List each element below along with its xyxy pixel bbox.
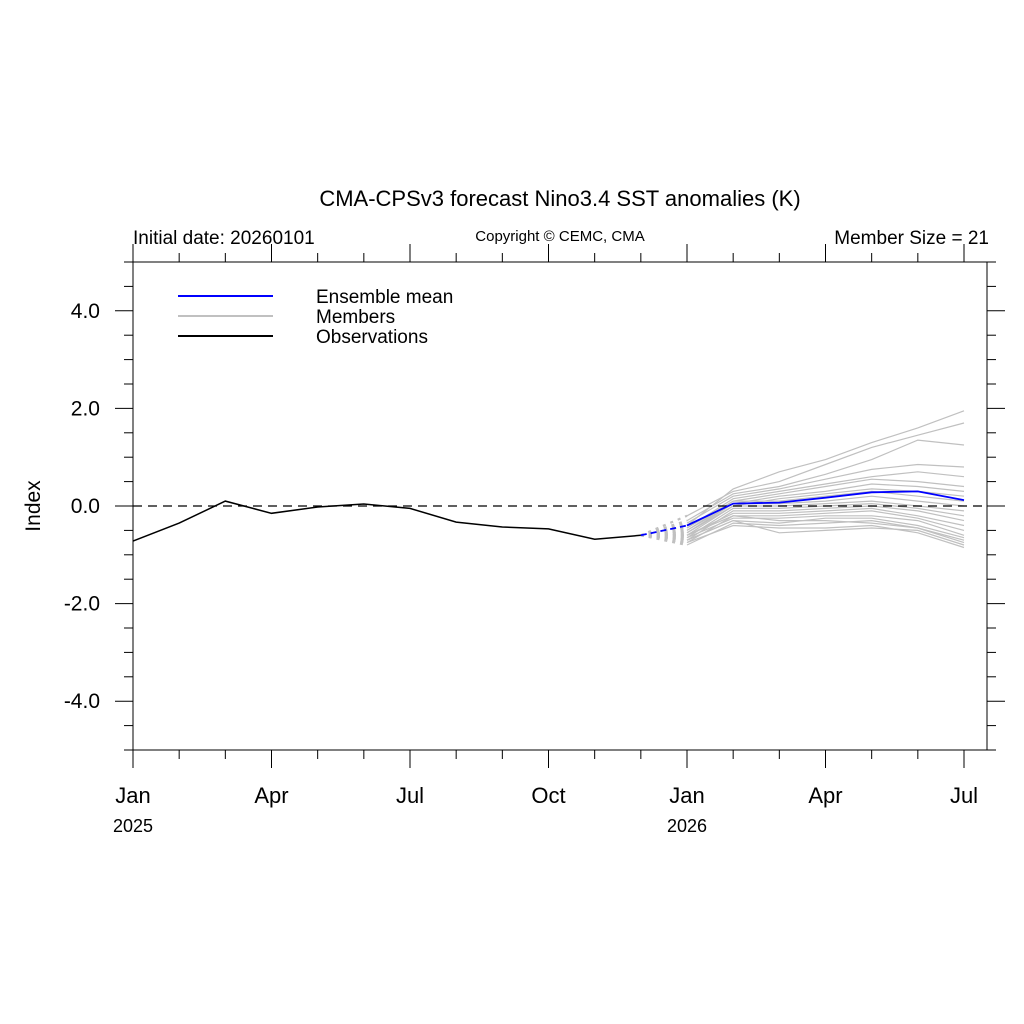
- x-axis-ticks: Jan 2025 Apr Jul Oct Jan 2026 Apr Jul: [113, 244, 978, 836]
- member-line-3: [686, 439, 965, 522]
- member-line-14: [686, 507, 965, 536]
- member-line-1: [686, 410, 965, 526]
- legend-label: Observations: [316, 327, 428, 348]
- member-line-9: [686, 490, 965, 529]
- member-connector-15: [640, 534, 688, 544]
- member-line-5: [686, 471, 965, 529]
- member-connector-17: [640, 534, 688, 542]
- y-tick-label: 0.0: [71, 495, 100, 518]
- y-tick-label: 4.0: [71, 300, 100, 323]
- legend-label: Ensemble mean: [316, 287, 453, 308]
- y-tick-label: -4.0: [64, 690, 100, 713]
- member-line-2: [686, 422, 965, 517]
- member-connectors: [640, 514, 688, 547]
- observations-line-group: [132, 500, 641, 542]
- member-connector-5: [640, 526, 688, 537]
- member-connector-11: [640, 531, 688, 537]
- x-year-label: 2025: [113, 816, 153, 836]
- y-tick-label: 2.0: [71, 397, 100, 420]
- member-connector-20: [640, 534, 688, 542]
- y-axis-ticks: 4.0 2.0 0.0 -2.0 -4.0: [64, 261, 1005, 751]
- member-connector-3: [640, 519, 688, 537]
- x-tick-label: Jul: [950, 783, 978, 808]
- member-connector-7: [640, 531, 688, 537]
- copyright-label: Copyright © CEMC, CMA: [475, 228, 644, 245]
- member-connector-18: [640, 534, 688, 547]
- x-tick-label: Jan: [669, 783, 704, 808]
- initial-date-label: Initial date: 20260101: [133, 228, 315, 249]
- member-line-4: [686, 463, 965, 524]
- x-tick-label: Oct: [531, 783, 565, 808]
- member-lines: [686, 410, 965, 549]
- member-size-label: Member Size = 21: [834, 228, 989, 249]
- member-connector-12: [640, 534, 688, 539]
- x-tick-label: Jul: [396, 783, 424, 808]
- x-year-label: 2026: [667, 816, 707, 836]
- member-connector-19: [640, 534, 688, 544]
- y-tick-label: -2.0: [64, 593, 100, 616]
- legend-label: Members: [316, 307, 395, 328]
- member-line-21: [686, 515, 965, 541]
- ensemble-mean-line: [686, 490, 965, 527]
- member-line-19: [686, 524, 965, 549]
- member-line-13: [686, 505, 965, 541]
- member-connector-16: [640, 534, 688, 539]
- ensemble-mean-line-group: [640, 490, 965, 537]
- observations-line: [132, 500, 641, 542]
- chart-title: CMA-CPSv3 forecast Nino3.4 SST anomalies…: [319, 186, 800, 211]
- member-connector-13: [640, 534, 688, 542]
- x-tick-label: Apr: [254, 783, 288, 808]
- x-tick-label: Jan: [115, 783, 150, 808]
- member-connector-9: [640, 526, 688, 537]
- ensemble-mean-connector: [640, 524, 688, 537]
- y-axis-label: Index: [22, 480, 45, 532]
- member-line-20: [686, 519, 965, 546]
- member-line-18: [686, 519, 965, 546]
- x-tick-label: Apr: [808, 783, 842, 808]
- member-line-16: [686, 515, 965, 539]
